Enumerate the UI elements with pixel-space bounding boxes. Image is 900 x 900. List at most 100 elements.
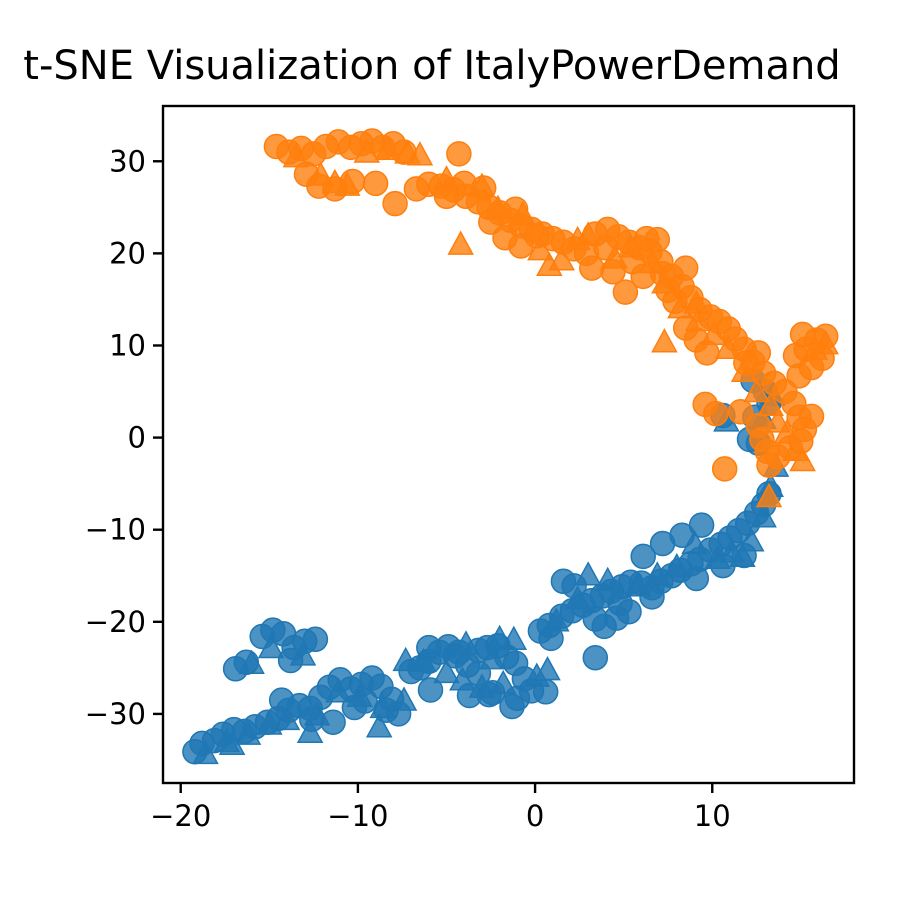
point-triangle: [543, 607, 570, 632]
point-triangle: [714, 334, 742, 359]
point-circle: [302, 626, 329, 653]
point-circle: [607, 590, 633, 617]
point-circle: [362, 170, 389, 197]
point-triangle: [369, 693, 396, 719]
y-tick-label: −10: [85, 513, 146, 547]
x-tick-label: 10: [694, 799, 731, 833]
point-triangle: [489, 669, 517, 695]
point-triangle: [729, 542, 756, 568]
point-triangle: [644, 561, 671, 586]
point-triangle: [527, 236, 554, 261]
point-triangle: [282, 143, 310, 168]
point-triangle: [663, 552, 691, 578]
point-triangle: [365, 713, 393, 738]
point-triangle: [218, 730, 246, 755]
chart-title: t-SNE Visualization of ItalyPowerDemand: [23, 43, 840, 89]
point-circle: [798, 403, 825, 430]
point-triangle: [683, 289, 710, 314]
point-triangle: [755, 482, 783, 508]
point-triangle: [737, 527, 765, 552]
point-circle: [688, 512, 715, 538]
point-triangle: [238, 649, 265, 674]
y-tick-label: 0: [128, 421, 146, 455]
x-tick-label: −20: [150, 799, 211, 833]
point-triangle: [743, 377, 770, 403]
point-triangle: [617, 233, 645, 258]
point-circle: [727, 399, 754, 425]
point-triangle: [773, 419, 800, 444]
point-circle: [683, 565, 710, 592]
point-triangle: [353, 138, 381, 163]
point-triangle: [307, 161, 334, 186]
point-triangle: [624, 572, 652, 597]
point-circle: [789, 321, 816, 348]
point-circle: [382, 190, 408, 217]
point-triangle: [484, 194, 512, 219]
point-triangle: [447, 230, 474, 255]
point-triangle: [374, 135, 402, 160]
x-tick-label: −10: [327, 799, 388, 833]
point-triangle: [509, 201, 536, 226]
point-triangle: [273, 705, 301, 731]
point-triangle: [700, 320, 728, 346]
point-triangle: [406, 141, 434, 166]
point-triangle: [486, 624, 513, 650]
point-circle: [499, 693, 525, 720]
marker-layer: [182, 128, 839, 765]
point-triangle: [192, 739, 219, 765]
point-triangle: [479, 645, 506, 670]
point-circle: [582, 644, 609, 671]
point-triangle: [392, 646, 419, 672]
x-tick-label: 0: [526, 799, 544, 833]
point-triangle: [574, 221, 602, 246]
point-triangle: [757, 391, 784, 417]
point-triangle: [289, 641, 317, 666]
point-triangle: [534, 656, 561, 681]
point-triangle: [303, 701, 331, 726]
point-triangle: [548, 246, 575, 271]
series-0: [182, 367, 790, 765]
point-triangle: [812, 330, 839, 355]
point-circle: [644, 226, 671, 253]
point-triangle: [730, 357, 758, 382]
point-triangle: [433, 658, 460, 684]
axis-ticks: −20 −10 0 10 −30 −20 −10 0 10 20 30: [85, 144, 731, 833]
point-circle: [672, 255, 699, 281]
point-circle: [786, 363, 812, 389]
series-1: [263, 128, 839, 508]
point-circle: [417, 677, 444, 703]
point-triangle: [449, 666, 476, 691]
point-triangle: [390, 686, 418, 711]
point-triangle: [468, 673, 496, 698]
point-triangle: [651, 269, 678, 294]
point-triangle: [594, 566, 621, 592]
point-triangle: [574, 561, 602, 586]
point-triangle: [452, 630, 480, 655]
point-triangle: [684, 306, 712, 332]
y-tick-label: 10: [109, 328, 146, 362]
y-tick-label: 20: [109, 236, 146, 270]
point-triangle: [750, 503, 777, 528]
point-triangle: [789, 446, 816, 472]
point-triangle: [296, 718, 324, 744]
point-circle: [579, 255, 605, 281]
point-circle: [630, 543, 656, 570]
point-triangle: [257, 633, 285, 659]
point-circle: [612, 279, 639, 305]
point-triangle: [651, 328, 678, 353]
point-triangle: [410, 647, 437, 673]
point-circle: [268, 687, 295, 713]
point-triangle: [638, 248, 666, 274]
point-circle: [582, 606, 609, 632]
point-circle: [446, 141, 472, 167]
y-tick-label: 30: [109, 144, 146, 178]
point-triangle: [234, 720, 262, 745]
y-tick-label: −20: [85, 605, 146, 639]
point-circle: [756, 452, 782, 478]
y-tick-label: −30: [85, 697, 146, 731]
point-circle: [711, 456, 738, 482]
point-triangle: [346, 682, 373, 708]
point-triangle: [325, 678, 352, 703]
point-triangle: [564, 585, 591, 610]
